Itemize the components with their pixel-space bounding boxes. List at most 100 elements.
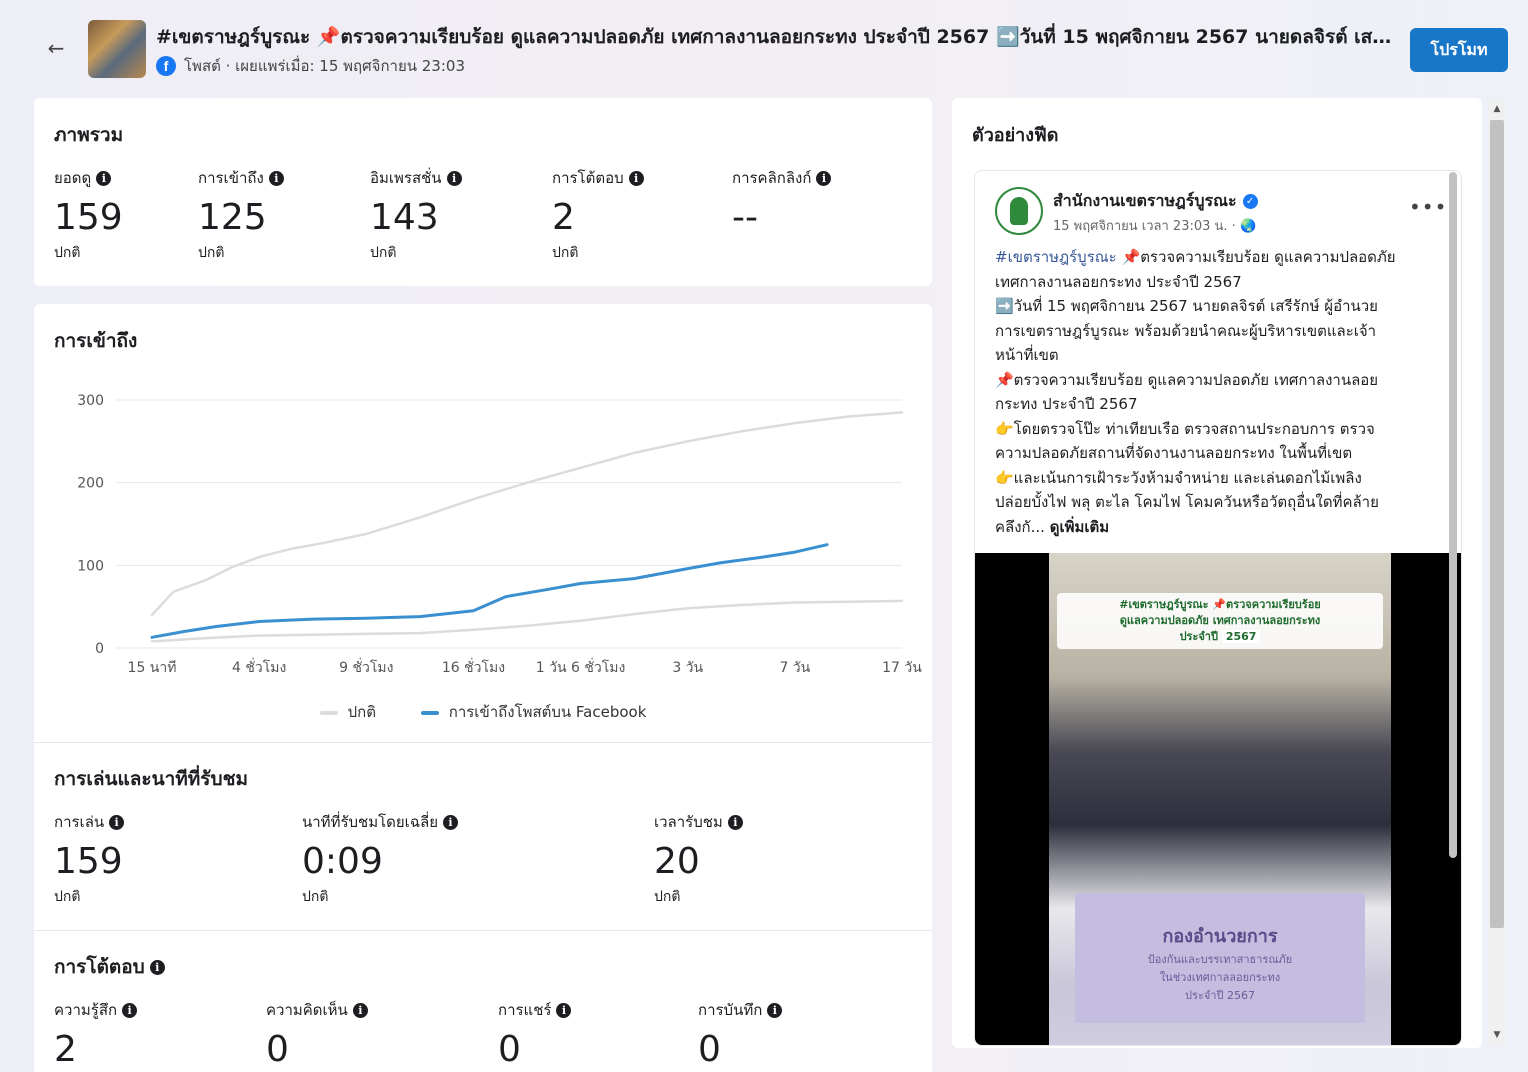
stat-saves: การบันทึก i 0 <box>698 998 783 1072</box>
post-text-line: คลึงกั... ดูเพิ่มเติม <box>995 515 1451 540</box>
legend-label: การเข้าถึงโพสต์บน Facebook <box>448 703 647 721</box>
stat-label: การเล่น <box>54 813 105 831</box>
stat-label: อิมเพรสชั่น <box>370 169 442 187</box>
stat-value: 0:09 <box>302 841 383 882</box>
x-tick-label: 17 วัน <box>882 660 922 676</box>
post-text-span: การเขตราษฎร์บูรณะ พร้อมด้วยนำคณะผู้บริหา… <box>995 321 1377 340</box>
info-icon[interactable]: i <box>727 815 743 830</box>
y-tick-label: 100 <box>77 558 104 574</box>
post-meta: f โพสต์ · เผยแพร่เมื่อ: 15 พฤศจิกายน 23:… <box>156 54 465 78</box>
stat-label: การคลิกลิงก์ <box>732 169 812 187</box>
scroll-up-icon[interactable]: ▲ <box>1493 104 1501 114</box>
y-tick-label: 300 <box>77 393 104 409</box>
divider <box>34 930 932 931</box>
stat-sub: ปกติ <box>370 245 397 261</box>
post-thumbnail <box>88 20 146 78</box>
stat-value: 0 <box>698 1029 721 1070</box>
video-player[interactable]: กองอำนวยการ ป้องกันและบรรเทาสาธารณภัย ใน… <box>975 553 1461 1045</box>
banner-title: กองอำนวยการ <box>1162 926 1278 947</box>
info-icon[interactable]: i <box>816 171 832 186</box>
see-more-link[interactable]: ดูเพิ่มเติม <box>1049 517 1110 536</box>
stat-label: ความรู้สึก <box>54 1001 118 1019</box>
video-caption-line: ประจำปี <box>1179 630 1218 643</box>
x-tick-label: 7 วัน <box>779 660 810 676</box>
stat-label: การโต้ตอบ <box>552 169 624 187</box>
back-arrow-icon[interactable]: ← <box>47 36 65 60</box>
post-text-line: ➡️วันที่ 15 พฤศจิกายน 2567 นายดลจิรต์ เส… <box>995 294 1451 319</box>
stat-value: 0 <box>498 1029 521 1070</box>
page-avatar[interactable] <box>995 187 1043 235</box>
banner-line: ประจำปี 2567 <box>1185 989 1255 1002</box>
post-text-span: ปล่อยบั้งไฟ พลุ ตะไล โคมไฟ โคมควันหรือวั… <box>995 493 1379 511</box>
post-text-line: 👉และเน้นการเฝ้าระวังห้ามจำหน่าย และเล่นด… <box>995 466 1451 491</box>
video-caption-year: 2567 <box>1221 630 1261 643</box>
post-text-span: เทศกาลงานลอยกระทง ประจำปี 2567 <box>995 272 1242 291</box>
stat-label: การบันทึก <box>698 1001 763 1019</box>
scrollbar-thumb[interactable] <box>1490 120 1504 928</box>
stat-value: 159 <box>54 841 123 882</box>
info-icon[interactable]: i <box>628 171 644 186</box>
post-text-line: ปล่อยบั้งไฟ พลุ ตะไล โคมไฟ โคมควันหรือวั… <box>995 490 1451 515</box>
stat-engagement: การโต้ตอบ i 2 ปกติ <box>552 166 644 264</box>
scroll-down-icon[interactable]: ▼ <box>1493 1030 1501 1040</box>
engagement-title: การโต้ตอบ i <box>54 952 165 982</box>
info-icon[interactable]: i <box>149 960 165 975</box>
playback-title: การเล่นและนาทีที่รับชม <box>54 768 248 790</box>
y-tick-label: 0 <box>95 641 104 657</box>
x-tick-label: 16 ชั่วโมง <box>442 658 505 676</box>
post-text-span: หน้าที่เขต <box>995 346 1059 364</box>
info-icon[interactable]: i <box>446 171 462 186</box>
stat-value: 0 <box>266 1029 289 1070</box>
stat-views: ยอดดู i 159 ปกติ <box>54 166 123 264</box>
legend-item-normal[interactable]: ปกติ <box>319 703 376 721</box>
divider <box>34 742 932 743</box>
preview-scrollbar-thumb[interactable] <box>1449 172 1457 858</box>
post-text-line: กระทง ประจำปี 2567 <box>995 392 1451 417</box>
stat-label: นาทีที่รับชมโดยเฉลี่ย <box>302 813 439 831</box>
stat-reactions: ความรู้สึก i 2 <box>54 998 138 1072</box>
info-icon[interactable]: i <box>767 1003 783 1018</box>
post-title: #เขตราษฎร์บูรณะ 📌ตรวจความเรียบร้อย ดูแลค… <box>156 26 1392 48</box>
legend-swatch <box>420 710 439 715</box>
info-icon[interactable]: i <box>122 1003 138 1018</box>
info-icon[interactable]: i <box>443 815 459 830</box>
post-date[interactable]: 15 พฤศจิกายน เวลา 23:03 น. · 🌏 <box>1053 219 1257 234</box>
reach-chart: 0 100 200 300 15 นาที 4 ชั่วโมง 9 ชั่วโมง 16 ชั… <box>77 393 922 676</box>
stat-reach: การเข้าถึง i 125 ปกติ <box>198 166 284 264</box>
stat-sub: ปกติ <box>654 889 681 905</box>
stat-impressions: อิมเพรสชั่น i 143 ปกติ <box>370 166 462 264</box>
x-tick-label: 1 วัน 6 ชั่วโมง <box>536 658 626 676</box>
post-text-line: #เขตราษฎร์บูรณะ 📌ตรวจความเรียบร้อย ดูแลค… <box>995 245 1451 270</box>
stat-sub: ปกติ <box>54 889 81 905</box>
video-caption: #เขตราษฎร์บูรณะ 📌ตรวจความเรียบร้อย ดูแลค… <box>1057 593 1383 649</box>
overview-title: ภาพรวม <box>54 124 124 146</box>
stat-avg-watch: นาทีที่รับชมโดยเฉลี่ย i 0:09 ปกติ <box>302 810 459 908</box>
info-icon[interactable]: i <box>352 1003 368 1018</box>
page-name-text: สำนักงานเขตราษฎร์บูรณะ <box>1053 191 1237 210</box>
series-line-1 <box>150 599 904 643</box>
video-caption-line: #เขตราษฎร์บูรณะ 📌ตรวจความเรียบร้อย <box>1119 598 1321 611</box>
promote-button[interactable]: โปรโมท <box>1410 28 1508 72</box>
video-banner: กองอำนวยการ ป้องกันและบรรเทาสาธารณภัย ใน… <box>1075 893 1365 1023</box>
info-icon[interactable]: i <box>96 171 112 186</box>
info-icon[interactable]: i <box>556 1003 572 1018</box>
page-name[interactable]: สำนักงานเขตราษฎร์บูรณะ ✓ <box>1053 189 1258 214</box>
reach-title: การเข้าถึง <box>54 330 138 352</box>
post-text-span: 👉และเน้นการเฝ้าระวังห้ามจำหน่าย และเล่นด… <box>995 468 1362 487</box>
stat-label: การแชร์ <box>498 1001 552 1019</box>
hashtag-link[interactable]: #เขตราษฎร์บูรณะ <box>995 248 1117 266</box>
stat-plays: การเล่น i 159 ปกติ <box>54 810 125 908</box>
post-text-line: การเขตราษฎร์บูรณะ พร้อมด้วยนำคณะผู้บริหา… <box>995 319 1451 344</box>
more-options-icon[interactable]: ••• <box>1409 195 1448 219</box>
engagement-title-text: การโต้ตอบ <box>54 956 145 978</box>
facebook-icon: f <box>156 56 176 76</box>
info-icon[interactable]: i <box>268 171 284 186</box>
info-icon[interactable]: i <box>109 815 125 830</box>
stat-shares: การแชร์ i 0 <box>498 998 572 1072</box>
post-text-span: ➡️วันที่ 15 พฤศจิกายน 2567 นายดลจิรต์ เส… <box>995 297 1378 315</box>
details-card: การเข้าถึง 0 100 200 300 15 นาที 4 ชั่วโมง 9 ช… <box>34 304 932 1072</box>
legend-item-facebook[interactable]: การเข้าถึงโพสต์บน Facebook <box>420 703 647 721</box>
post-text-line: ความปลอดภัยสถานที่จัดงานงานลอยกระทง ในพื… <box>995 441 1451 466</box>
post-text: #เขตราษฎร์บูรณะ 📌ตรวจความเรียบร้อย ดูแลค… <box>995 245 1451 539</box>
page-logo-icon <box>1010 197 1028 225</box>
